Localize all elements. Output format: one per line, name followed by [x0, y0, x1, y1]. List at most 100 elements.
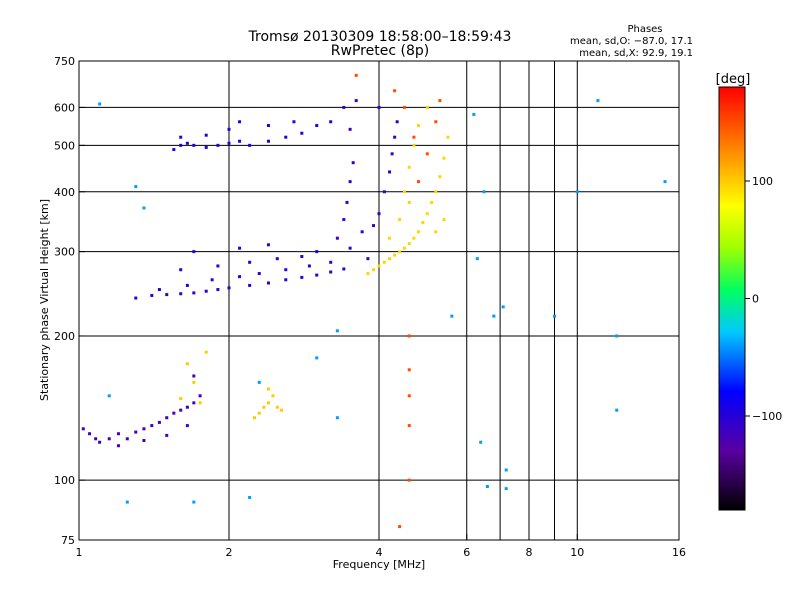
data-point — [342, 218, 346, 222]
x-tick-label: 6 — [463, 546, 470, 559]
stats-line-o: mean, sd,O: −87.0, 17.1 — [570, 36, 693, 47]
data-point — [107, 437, 111, 441]
data-point — [98, 102, 102, 106]
x-tick-label: 1 — [76, 546, 83, 559]
data-point — [329, 120, 333, 124]
data-point — [492, 314, 496, 318]
colorbar-ticks: 100 0 −100 — [745, 175, 782, 423]
data-point — [150, 424, 154, 428]
data-point — [377, 264, 381, 268]
data-point — [292, 120, 296, 124]
data-point — [407, 200, 411, 204]
data-point — [425, 212, 429, 216]
data-point — [335, 329, 339, 333]
data-point — [134, 296, 138, 300]
data-point — [300, 131, 304, 135]
data-point — [446, 135, 450, 139]
data-point — [663, 180, 667, 184]
data-point — [179, 292, 183, 296]
x-tick-label: 10 — [570, 546, 584, 559]
data-point — [402, 246, 406, 250]
data-point — [185, 141, 189, 145]
data-point — [192, 380, 196, 384]
data-point — [407, 368, 411, 372]
data-point — [442, 156, 446, 160]
y-tick-label: 300 — [54, 246, 75, 259]
data-point — [342, 105, 346, 109]
data-point — [407, 478, 411, 482]
data-point — [348, 246, 352, 250]
data-point — [238, 246, 242, 250]
data-point — [179, 408, 183, 412]
data-point — [434, 190, 438, 194]
data-point — [266, 139, 270, 143]
data-point — [192, 374, 196, 378]
data-point — [450, 314, 454, 318]
data-point — [300, 255, 304, 259]
data-point — [94, 437, 98, 441]
data-point — [552, 314, 556, 318]
data-point — [575, 190, 579, 194]
data-point — [257, 272, 261, 276]
data-point — [407, 424, 411, 428]
y-axis-label: Stationary phase Virtual Height [km] — [38, 199, 51, 401]
data-point — [402, 105, 406, 109]
data-point — [430, 200, 434, 204]
data-point — [257, 380, 261, 384]
x-tick-label: 16 — [672, 546, 686, 559]
data-point — [472, 112, 476, 116]
data-point — [315, 273, 319, 277]
data-point — [366, 257, 370, 261]
data-point — [266, 243, 270, 247]
data-point — [315, 356, 319, 360]
data-point — [216, 143, 220, 147]
data-point — [485, 484, 489, 488]
data-point — [412, 135, 416, 139]
data-point — [266, 401, 270, 405]
data-point — [501, 305, 505, 309]
data-point — [81, 427, 85, 431]
data-point — [179, 397, 183, 401]
data-point — [271, 394, 275, 398]
data-point — [204, 133, 208, 137]
data-point — [216, 288, 220, 292]
data-point — [615, 408, 619, 412]
data-point — [329, 260, 333, 264]
data-point — [179, 135, 183, 139]
data-point — [252, 416, 256, 420]
data-point — [425, 105, 429, 109]
data-point — [275, 257, 279, 261]
data-point — [348, 180, 352, 184]
data-point — [142, 439, 146, 443]
chart-subtitle: RwPretec (8p) — [331, 43, 429, 59]
data-point — [179, 143, 183, 147]
data-point — [416, 124, 420, 128]
data-point — [393, 135, 397, 139]
x-tick-label: 4 — [376, 546, 383, 559]
x-axis-label: Frequency [MHz] — [333, 558, 425, 571]
data-point — [388, 257, 392, 261]
data-point — [248, 260, 252, 264]
y-tick-label: 750 — [54, 55, 75, 68]
data-point — [398, 218, 402, 222]
data-point — [482, 190, 486, 194]
data-point — [125, 437, 129, 441]
data-point — [407, 165, 411, 169]
data-point — [425, 152, 429, 156]
data-point — [348, 127, 352, 131]
colorbar-tick-label: −100 — [752, 410, 782, 423]
data-point — [185, 405, 189, 409]
grid-lines — [79, 61, 679, 540]
data-point — [442, 218, 446, 222]
data-point — [238, 120, 242, 124]
data-point — [377, 212, 381, 216]
data-point — [300, 275, 304, 279]
data-point — [407, 334, 411, 338]
data-point — [504, 468, 508, 472]
data-point — [266, 124, 270, 128]
data-point — [377, 105, 381, 109]
data-point — [390, 152, 394, 156]
data-point — [354, 73, 358, 77]
colorbar-label: [deg] — [716, 72, 751, 87]
